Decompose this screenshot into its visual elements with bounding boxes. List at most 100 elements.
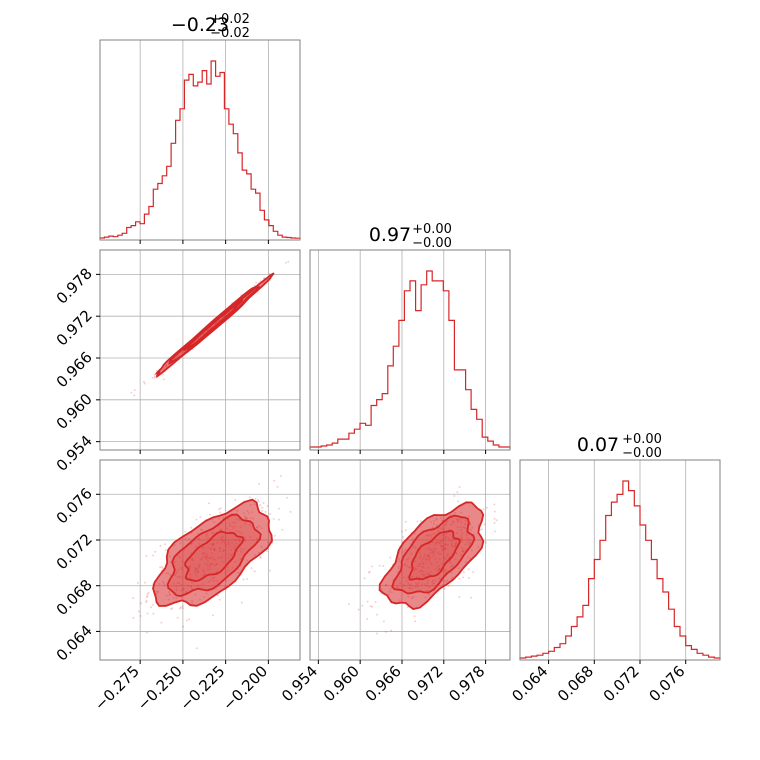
scatter-point-0-2 [218,598,221,601]
title-param-2: 0.07 [577,434,619,456]
scatter-point-1-2 [369,605,372,608]
scatter-point-0-2 [278,507,280,510]
contour-level-2-0-2 [152,498,273,607]
scatter-point-0-2 [240,601,243,604]
scatter-point-0-2 [161,567,164,570]
scatter-point-0-1 [133,389,136,392]
scatter-point-0-2 [280,475,283,478]
scatter-point-0-2 [248,496,251,499]
scatter-point-0-2 [278,518,281,521]
histogram-param-1 [309,270,511,449]
scatter-point-1-2 [462,576,465,579]
tick-label-y-param-1-2: 0.966 [53,348,96,391]
scatter-point-0-2 [257,500,260,503]
tick-label-x-param-0-0: −0.275 [91,662,143,714]
title-param-1-plus: +0.00 [412,222,452,237]
scatter-point-1-2 [493,503,496,506]
scatter-point-0-2 [258,482,260,485]
tick-label-y-param-2-0: 0.064 [53,622,96,665]
contour-level-2-0-1 [154,272,275,379]
tick-label-x-param-2-0: 0.064 [508,662,551,705]
scatter-point-0-2 [146,596,148,599]
title-param-0-minus: −0.02 [210,26,250,41]
scatter-point-0-2 [234,498,237,501]
scatter-point-1-2 [458,577,461,580]
scatter-point-0-2 [218,508,221,511]
scatter-point-1-2 [467,577,470,579]
histogram-param-0 [99,60,301,239]
contour-level-0-0-2 [184,530,245,583]
scatter-point-0-1 [142,380,145,383]
scatter-point-0-1 [153,376,156,379]
scatter-point-0-2 [272,517,275,520]
scatter-point-0-2 [212,614,214,617]
scatter-point-0-2 [274,534,276,537]
scatter-point-0-2 [137,610,140,613]
scatter-point-0-2 [181,607,184,610]
scatter-point-0-2 [190,526,193,529]
tick-label-x-param-1-3: 0.972 [404,662,447,705]
title-param-1-value: 0.97 [369,224,411,246]
scatter-point-1-2 [483,523,486,526]
title-param-2-value: 0.07 [577,434,619,456]
tick-label-y-param-1-4: 0.978 [53,264,96,307]
scatter-point-0-2 [164,549,167,552]
scatter-point-0-2 [182,625,185,628]
scatter-point-1-2 [402,536,405,538]
scatter-point-0-2 [146,595,149,598]
scatter-point-1-2 [447,585,450,588]
scatter-point-1-2 [376,632,379,635]
scatter-point-0-2 [289,510,292,513]
histogram-param-2 [519,480,721,659]
scatter-point-1-2 [404,529,407,532]
scatter-point-0-2 [132,597,135,600]
scatter-point-1-2 [406,606,409,609]
scatter-point-0-2 [256,498,259,501]
scatter-point-0-2 [164,543,167,546]
scatter-point-1-2 [371,605,374,608]
scatter-point-0-2 [145,599,148,602]
panel-frame-r1c0 [99,249,301,451]
title-layer: −0.23 +0.02 −0.02 0.97 +0.00 −0.00 0.07 … [171,12,662,461]
title-param-0-value: −0.23 [171,14,229,36]
scatter-point-1-2 [384,630,387,633]
scatter-point-0-2 [286,496,289,499]
tick-label-x-param-2-2: 0.072 [600,662,643,705]
scatter-point-1-2 [482,508,485,511]
scatter-point-1-2 [390,629,393,632]
title-param-2-plus: +0.00 [622,432,662,447]
scatter-point-0-2 [246,578,249,580]
scatter-point-1-2 [367,571,370,574]
scatter-point-0-2 [259,555,262,558]
scatter-point-0-2 [152,612,155,615]
panel-frame-r0c0 [99,39,301,241]
scatter-point-1-2 [378,564,381,567]
scatter-point-0-2 [145,601,148,604]
scatter-point-0-2 [199,516,202,518]
contour-level-0-1-2 [408,529,461,581]
scatter-point-0-2 [195,518,198,521]
contour-level-2-1-2 [378,501,485,610]
scatter-point-0-2 [268,569,271,572]
scatter-point-0-2 [170,608,173,611]
scatter-point-0-2 [253,570,256,573]
scatter-point-1-2 [480,528,483,531]
tick-label-x-param-2-3: 0.076 [645,662,688,705]
scatter-point-0-2 [269,512,272,515]
scatter-point-0-2 [144,581,146,584]
scatter-point-1-2 [361,604,364,607]
scatter-point-0-2 [209,513,212,516]
scatter-point-0-2 [265,550,268,552]
scatter-point-1-2 [376,613,379,616]
scatter-point-1-2 [366,600,369,603]
scatter-point-1-2 [485,506,488,509]
scatter-point-1-2 [457,500,459,503]
scatter-point-1-2 [456,491,459,494]
scatter-point-0-2 [160,621,163,624]
scatter-point-0-1 [133,394,136,397]
scatter-point-0-2 [179,607,181,610]
scatter-point-0-2 [276,485,279,488]
scatter-point-0-2 [181,605,184,608]
title-param-0: −0.23 [171,14,229,36]
